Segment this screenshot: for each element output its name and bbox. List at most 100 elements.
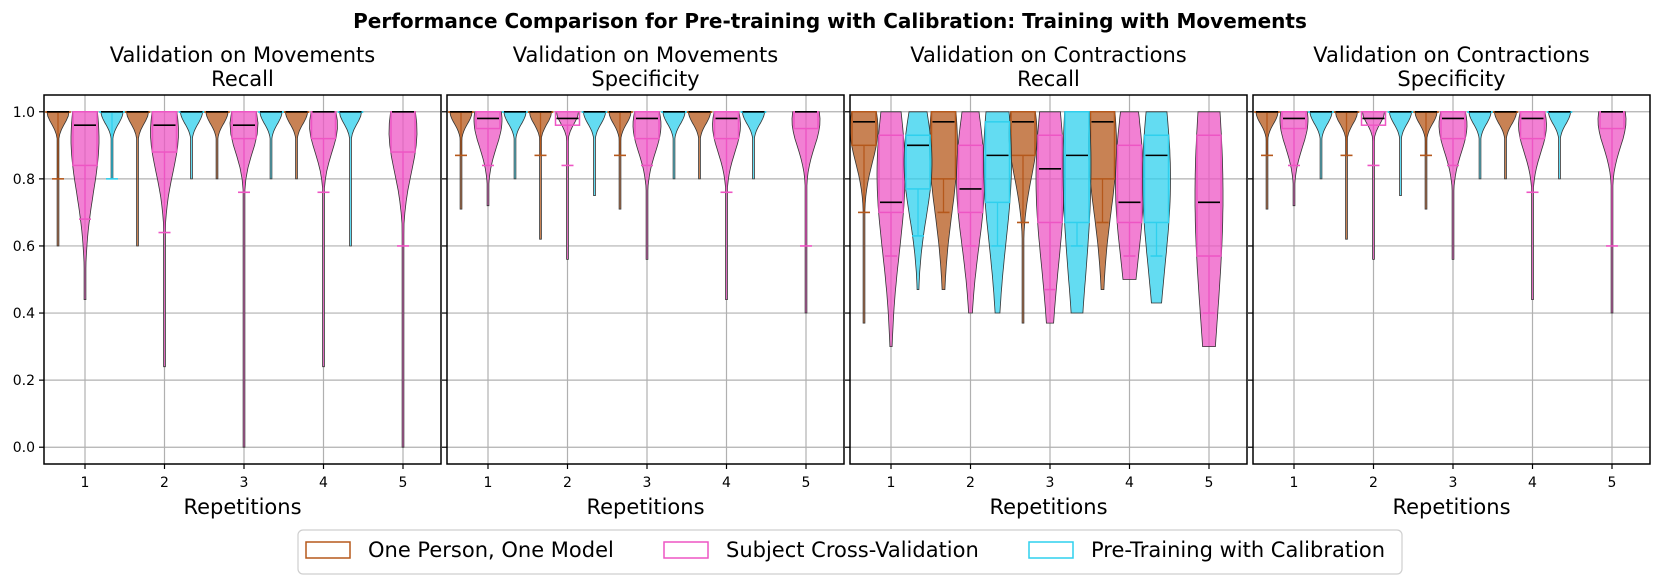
legend-swatch [1028, 541, 1074, 559]
x-tick-label: 4 [722, 475, 731, 491]
x-axis-label: Repetitions [1392, 495, 1510, 519]
violin-1-2 [632, 111, 662, 260]
box-1-1 [151, 111, 178, 153]
subplot-title-line: Specificity [1397, 67, 1505, 91]
violin-2-0 [1309, 111, 1333, 180]
violin-1-2 [1438, 111, 1468, 260]
violin-2-1 [180, 111, 203, 180]
box-1-2 [1037, 134, 1063, 224]
y-tick-label: 0.0 [13, 440, 35, 456]
legend-label: Subject Cross-Validation [726, 538, 979, 562]
x-axis-label: Repetitions [989, 495, 1107, 519]
plot-frame [43, 94, 442, 465]
x-tick-label: 4 [1528, 475, 1537, 491]
violin-2-2 [1468, 111, 1492, 180]
subplot-title-line: Validation on Contractions [910, 43, 1186, 67]
violin-1-2 [1035, 111, 1065, 324]
box-1-3 [1519, 111, 1546, 140]
violin-0-0 [849, 111, 879, 324]
x-tick-label: 4 [319, 475, 328, 491]
subplot-title-line: Validation on Movements [110, 43, 375, 67]
x-tick-label: 5 [1608, 475, 1617, 491]
violin-2-2 [662, 111, 686, 180]
legend-swatch [663, 541, 709, 559]
violin-0-2 [205, 111, 229, 180]
plot-frame [849, 94, 1248, 465]
x-tick-label: 3 [240, 475, 249, 491]
violin-0-3 [688, 111, 711, 180]
box-2-2 [1064, 111, 1090, 224]
subplot-title-line: Recall [1017, 67, 1080, 91]
x-tick-label: 5 [399, 475, 408, 491]
x-tick-label: 1 [1290, 475, 1299, 491]
subplot-title-line: Validation on Contractions [1313, 43, 1589, 67]
x-tick-label: 3 [643, 475, 652, 491]
x-tick-label: 3 [1449, 475, 1458, 491]
legend-frame [297, 529, 1403, 575]
x-tick-label: 2 [1369, 475, 1378, 491]
box-1-2 [1440, 111, 1466, 140]
violin-0-3 [1494, 111, 1517, 180]
legend: One Person, One Model Subject Cross-Valid… [297, 529, 1403, 575]
figure-title: Performance Comparison for Pre-training … [353, 9, 1307, 33]
y-tick-label: 0.2 [13, 373, 35, 389]
violin-1-1 [150, 111, 179, 368]
x-tick-label: 2 [160, 475, 169, 491]
violin-2-1 [583, 111, 606, 197]
box-1-2 [231, 111, 257, 140]
box-1-1 [957, 144, 984, 214]
legend-label: Pre-Training with Calibration [1091, 538, 1385, 562]
violin-1-4 [1194, 111, 1224, 348]
violin-0-3 [285, 111, 308, 180]
x-tick-label: 2 [966, 475, 975, 491]
x-tick-label: 5 [802, 475, 811, 491]
box-0-0 [851, 111, 877, 147]
box-1-1 [1360, 111, 1387, 126]
x-tick-label: 5 [1205, 475, 1214, 491]
box-2-0 [905, 134, 931, 190]
box-1-0 [1281, 111, 1307, 130]
x-tick-label: 1 [81, 475, 90, 491]
x-tick-label: 1 [484, 475, 493, 491]
violin-2-0 [503, 111, 527, 180]
legend-label: One Person, One Model [368, 538, 614, 562]
y-tick-label: 0.6 [13, 239, 35, 255]
violin-2-3 [742, 111, 765, 180]
box-1-0 [475, 111, 501, 130]
x-tick-label: 3 [1046, 475, 1055, 491]
x-tick-label: 4 [1125, 475, 1134, 491]
subplot-title-line: Validation on Movements [513, 43, 778, 67]
plot-frame [1252, 94, 1651, 465]
x-axis-label: Repetitions [586, 495, 704, 519]
violin-2-3 [1548, 111, 1571, 180]
y-tick-label: 0.4 [13, 306, 35, 322]
box-1-0 [878, 134, 904, 214]
box-1-3 [713, 111, 740, 140]
box-2-1 [984, 121, 1011, 204]
box-1-2 [634, 111, 660, 140]
violin-2-1 [1389, 111, 1412, 197]
chart-panels: Validation on MovementsRecall0.00.20.40.… [13, 43, 1651, 519]
x-tick-label: 1 [887, 475, 896, 491]
box-1-1 [554, 111, 581, 126]
y-tick-label: 0.8 [13, 172, 35, 188]
y-tick-label: 1.0 [13, 105, 35, 121]
x-tick-label: 2 [563, 475, 572, 491]
box-1-4 [1196, 134, 1222, 257]
box-1-0 [72, 111, 98, 167]
subplot-title-line: Specificity [591, 67, 699, 91]
violin-2-2 [259, 111, 283, 180]
box-1-3 [1116, 144, 1143, 224]
subplot-title-line: Recall [211, 67, 274, 91]
plot-frame [446, 94, 845, 465]
x-axis-label: Repetitions [183, 495, 301, 519]
violin-2-2 [1062, 111, 1092, 314]
box-2-3 [1143, 134, 1170, 224]
violin-2-3 [1142, 111, 1171, 304]
legend-swatch [305, 541, 351, 559]
